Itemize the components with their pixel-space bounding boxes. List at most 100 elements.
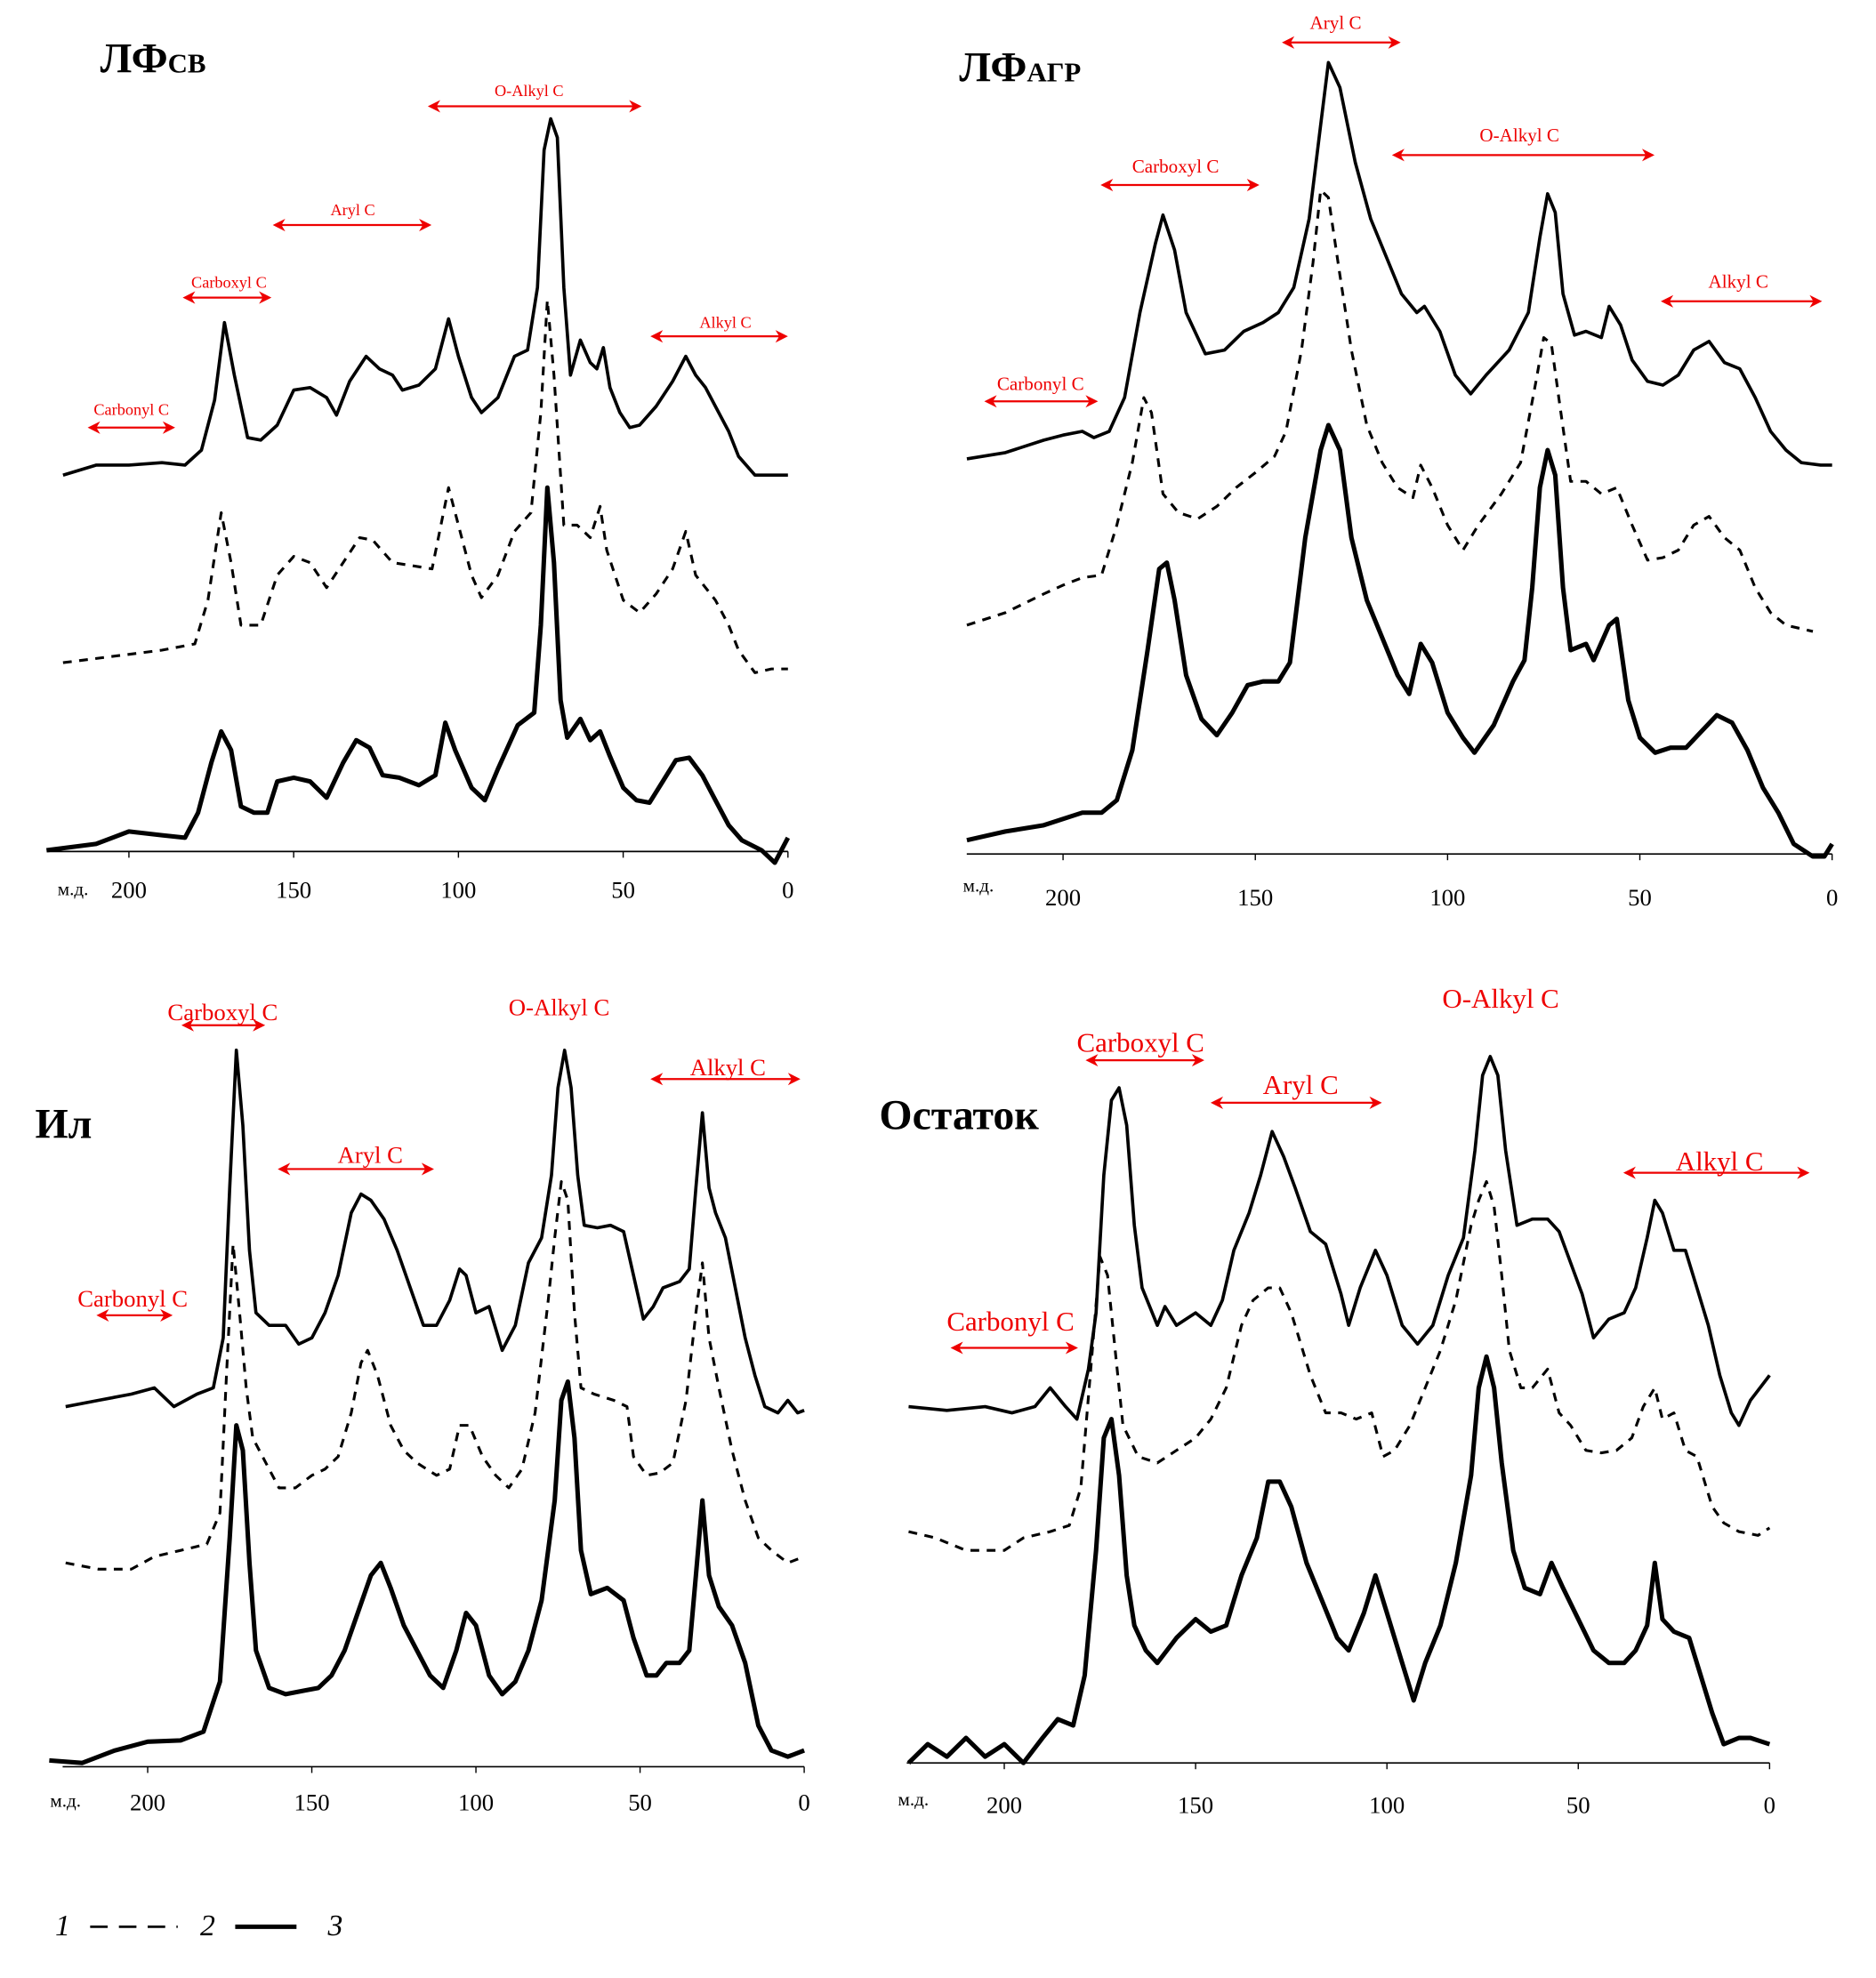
annotation-arrow-head-right	[421, 1162, 434, 1176]
annotation-arrow-head-left	[1661, 294, 1674, 308]
annotation-label: O-Alkyl C	[495, 82, 564, 100]
annotation-arrow-head-left	[87, 421, 101, 434]
annotation-arrow-head-left	[278, 1162, 291, 1176]
x-tick-label: 50	[611, 876, 635, 903]
annotation-arrow-head-right	[1809, 294, 1823, 308]
annotation-arrow-head-right	[1191, 1054, 1204, 1067]
annotation-label: O-Alkyl C	[1442, 983, 1558, 1014]
spectrum-curve-dashed	[908, 1179, 1771, 1552]
annotation-arrow-head-right	[162, 421, 175, 434]
panel-title: ЛФАГР	[959, 44, 1081, 91]
x-axis-label: м.д.	[898, 1789, 930, 1810]
x-tick-label: 200	[986, 1791, 1022, 1818]
annotation-arrow-head-left	[1622, 1166, 1636, 1179]
annotation-arrow-head-right	[1641, 149, 1655, 162]
annotation-arrow-head-right	[1797, 1166, 1810, 1179]
x-tick-label: 100	[1429, 884, 1465, 911]
annotation-label: Aryl C	[330, 201, 374, 219]
x-axis-label: м.д.	[58, 879, 89, 900]
annotation-arrow-head-right	[1065, 1341, 1078, 1355]
spectrum-panel-1: ЛФСВ 200 150 100 50 0 м.д. O-Alkyl C Aryl C Carbo…	[45, 36, 793, 903]
annotation-arrow-head-right	[775, 330, 788, 343]
spectrum-curve-bold	[906, 1354, 1771, 1765]
spectrum-panel-3: Ил 200 150 100 50 0 м.д. Carboxyl C O-Alkyl C Alk…	[36, 994, 810, 1816]
annotation-label: O-Alkyl C	[1479, 125, 1559, 146]
annotation-label: Aryl C	[1310, 12, 1362, 33]
spectrum-panel-4: Остаток 200 150 100 50 0 м.д. O-Alkyl C Carboxyl…	[879, 983, 1810, 1818]
spectrum-curve-solid	[966, 60, 1832, 467]
annotation-arrow-head-left	[1100, 179, 1114, 192]
x-tick-label: 0	[798, 1789, 809, 1816]
annotation-arrow-head-left	[181, 1018, 195, 1032]
x-tick-label: 200	[1045, 884, 1081, 911]
annotation-label: Alkyl C	[1709, 270, 1768, 292]
x-tick-label: 0	[1826, 884, 1838, 911]
legend: 1 2 3	[55, 1910, 342, 1942]
spectrum-curve-solid	[908, 1055, 1771, 1427]
annotation-label: Carbonyl C	[997, 374, 1084, 395]
annotation-label: Carboxyl C	[1077, 1026, 1204, 1057]
annotation-label: Carbonyl C	[93, 401, 169, 419]
x-tick-label: 50	[1566, 1791, 1590, 1818]
annotation-label: Alkyl C	[690, 1054, 766, 1081]
spectrum-curve-bold	[966, 422, 1834, 859]
x-tick-label: 50	[1628, 884, 1652, 911]
spectrum-panel-2: ЛФАГР 200 150 100 50 0 м.д. Aryl C Carboxyl C O-A…	[959, 12, 1838, 910]
annotation-arrow-head-right	[629, 100, 642, 113]
annotation-arrow-head-left	[650, 1073, 664, 1086]
annotation-label: Carbonyl C	[946, 1306, 1074, 1337]
annotation-arrow-head-left	[950, 1341, 963, 1355]
annotation-label: Alkyl C	[1676, 1146, 1764, 1177]
annotation-arrow-head-right	[787, 1073, 801, 1086]
spectrum-curve-dashed	[966, 189, 1814, 633]
spectrum-curve-bold	[45, 485, 791, 865]
annotation-arrow-head-left	[1282, 36, 1295, 49]
annotation-arrow-head-right	[1369, 1096, 1382, 1109]
x-tick-label: 100	[1369, 1791, 1405, 1818]
spectrum-curve-dashed	[65, 1179, 805, 1571]
annotation-arrow-head-left	[1085, 1054, 1099, 1067]
annotation-arrow-head-left	[96, 1308, 109, 1322]
panel-title: Ил	[36, 1100, 93, 1147]
panel-title: Остаток	[879, 1091, 1039, 1138]
annotation-label: Carboxyl C	[1132, 156, 1220, 177]
legend-label-2: 2	[200, 1910, 215, 1942]
annotation-label: Alkyl C	[699, 313, 751, 331]
annotation-arrow-head-left	[182, 291, 196, 304]
annotation-arrow-head-left	[650, 330, 664, 343]
x-axis-label: м.д.	[963, 874, 994, 896]
annotation-arrow-head-left	[1391, 149, 1405, 162]
annotation-arrow-head-left	[272, 219, 286, 232]
annotation-label: Carboxyl C	[191, 273, 267, 291]
x-tick-label: 200	[130, 1789, 165, 1816]
annotation-arrow-head-right	[1085, 395, 1099, 408]
x-tick-label: 150	[1178, 1791, 1213, 1818]
annotation-arrow-head-right	[253, 1018, 266, 1032]
annotation-label: Aryl C	[1263, 1069, 1339, 1100]
x-tick-label: 150	[276, 876, 311, 903]
annotation-label: O-Alkyl C	[509, 994, 610, 1021]
x-tick-label: 200	[111, 876, 147, 903]
annotation-label: Carbonyl C	[77, 1285, 188, 1312]
legend-label-1: 1	[55, 1910, 70, 1942]
annotation-arrow-head-left	[984, 395, 997, 408]
panel-title: ЛФСВ	[101, 36, 206, 83]
annotation-arrow-head-right	[160, 1308, 173, 1322]
x-axis-label: м.д.	[50, 1789, 81, 1811]
annotation-label: Carboxyl C	[167, 999, 278, 1025]
annotation-arrow-head-right	[419, 219, 432, 232]
annotation-arrow-head-left	[1210, 1096, 1224, 1109]
annotation-arrow-head-right	[1246, 179, 1260, 192]
spectrum-curve-solid	[65, 1049, 805, 1415]
annotation-arrow-head-right	[259, 291, 272, 304]
annotation-label: Aryl C	[338, 1141, 403, 1168]
annotation-arrow-head-right	[1388, 36, 1401, 49]
spectrum-curve-solid	[62, 117, 788, 478]
x-tick-label: 0	[782, 876, 793, 903]
spectrum-curve-dashed	[62, 298, 788, 674]
legend-label-3: 3	[326, 1910, 342, 1942]
x-tick-label: 0	[1764, 1791, 1775, 1818]
annotation-arrow-head-left	[427, 100, 440, 113]
x-tick-label: 150	[1237, 884, 1273, 911]
